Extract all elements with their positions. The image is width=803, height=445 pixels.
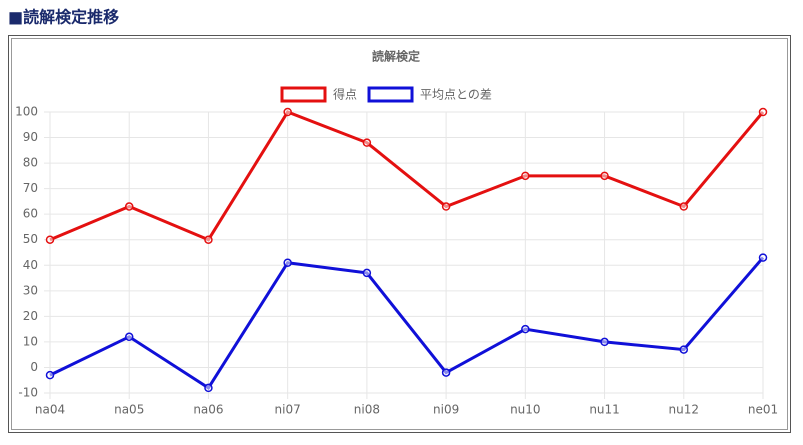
data-point (362, 138, 372, 147)
x-tick-label: nu11 (589, 403, 619, 417)
chart-title: 読解検定 (372, 49, 420, 64)
y-tick-label: 20 (23, 309, 38, 323)
y-tick-label: 50 (23, 232, 38, 246)
x-tick-label: nu10 (510, 403, 540, 417)
y-tick-label: 80 (23, 156, 38, 170)
y-tick-label: 70 (23, 181, 38, 195)
legend-swatch (280, 86, 327, 103)
legend-label: 得点 (333, 87, 357, 102)
series-line (49, 256, 765, 390)
data-point (679, 202, 689, 211)
data-point (124, 332, 134, 342)
series-line (49, 110, 765, 242)
data-point (45, 370, 55, 380)
legend-swatch (367, 86, 414, 103)
x-tick-label: ni08 (354, 403, 380, 417)
data-point (521, 171, 530, 181)
data-point (283, 258, 292, 267)
y-tick-label: -10 (18, 386, 38, 400)
data-point (204, 383, 213, 393)
frame-outer (8, 35, 791, 433)
x-tick-label: nu12 (669, 403, 699, 417)
x-tick-label: na05 (114, 403, 144, 417)
x-tick-label: na06 (193, 403, 223, 417)
data-point (124, 202, 134, 211)
legend-label: 平均点との差 (420, 88, 492, 102)
y-tick-label: 100 (15, 105, 38, 119)
data-point (441, 202, 451, 211)
x-tick-label: ni09 (433, 403, 459, 417)
data-point (679, 345, 689, 354)
data-point (758, 107, 768, 117)
y-tick-label: 0 (30, 360, 38, 374)
data-point (521, 324, 530, 334)
section-title: ■読解検定推移 (8, 8, 119, 27)
y-tick-label: 10 (23, 334, 38, 348)
data-point (362, 268, 372, 278)
data-point (758, 253, 768, 262)
data-point (45, 235, 55, 244)
y-tick-label: 40 (23, 258, 38, 272)
y-tick-label: 90 (23, 130, 38, 144)
data-point (600, 337, 609, 347)
x-tick-label: ni07 (275, 403, 301, 417)
data-point (204, 235, 213, 244)
data-point (283, 107, 292, 117)
frame-inner (11, 38, 788, 430)
x-tick-label: ne01 (748, 403, 778, 417)
y-tick-label: 30 (23, 283, 38, 297)
data-point (600, 171, 609, 181)
x-tick-label: na04 (35, 403, 65, 417)
data-point (441, 368, 451, 377)
y-tick-label: 60 (23, 207, 38, 221)
